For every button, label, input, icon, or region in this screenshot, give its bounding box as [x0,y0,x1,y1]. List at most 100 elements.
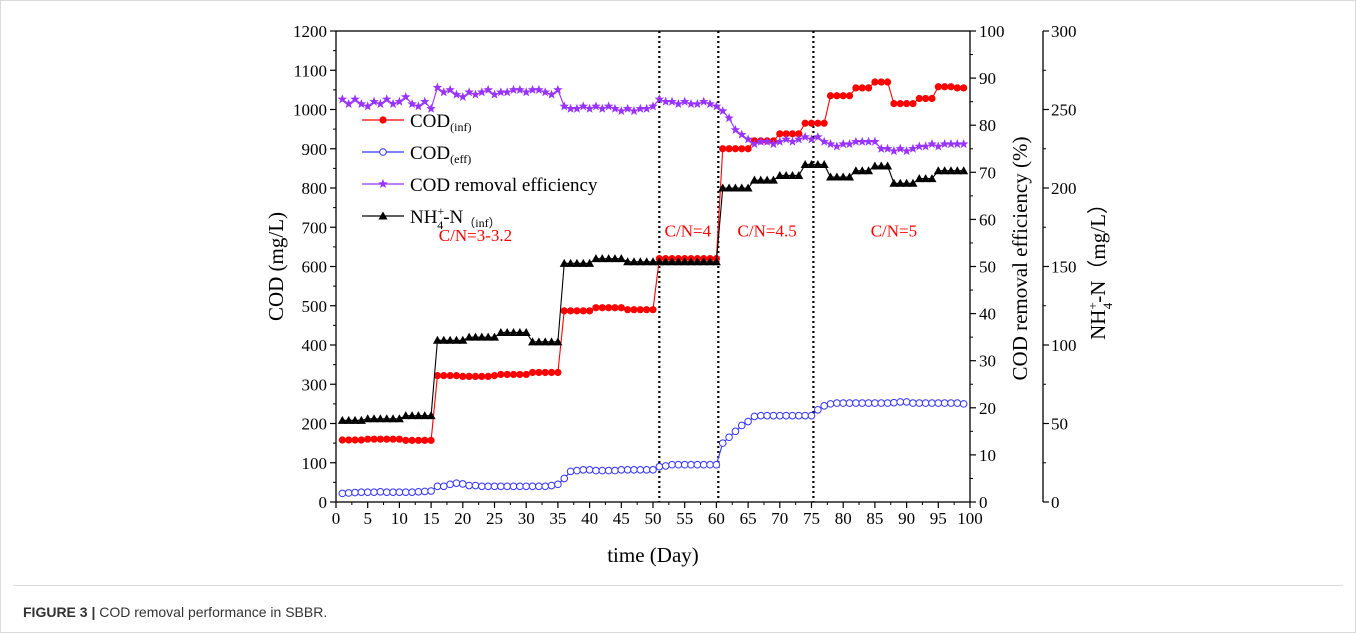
data-point-eff [711,101,722,111]
data-point-cod_eff [687,460,695,469]
data-point-eff [832,141,842,151]
data-point-cod_eff [839,399,848,407]
data-point-cod_inf [554,368,562,377]
data-point-cod_inf [427,436,435,444]
data-point-nh4 [832,172,842,181]
phase-label: C/N=5 [871,222,917,241]
data-point-cod_inf [738,145,746,153]
data-point-nh4 [439,335,449,344]
data-point-cod_eff [623,466,632,474]
data-point-cod_inf [864,84,873,92]
data-point-cod_inf [376,435,384,443]
data-point-cod_eff [725,433,733,442]
data-point-cod_eff [604,466,613,475]
series-nh4 [337,159,969,424]
data-point-cod_eff [401,488,410,496]
data-point-eff [546,89,557,99]
data-point-cod_inf [421,436,429,444]
data-point-eff [787,136,798,146]
data-point-nh4 [876,161,886,170]
data-point-cod_eff [573,466,581,475]
y-left-tick-label: 900 [302,140,328,159]
data-point-nh4 [883,161,893,170]
data-point-eff [616,106,627,116]
data-point-cod_inf [883,78,892,86]
data-point-cod_inf [852,84,860,92]
data-point-cod_eff [344,489,353,497]
data-point-cod_inf [643,306,651,314]
x-tick-label: 75 [803,509,820,528]
data-point-cod_inf [833,92,841,100]
data-point-nh4 [490,332,499,341]
data-point-eff [458,91,468,101]
data-point-nh4 [711,257,721,266]
data-point-cod_eff [363,488,372,496]
data-point-cod_inf [364,435,372,443]
data-point-cod_eff [395,488,404,496]
data-point-eff [775,136,785,146]
series-eff [337,82,969,156]
data-point-cod_eff [820,402,828,410]
x-tick-label: 100 [957,509,983,528]
data-point-cod_eff [744,417,752,426]
legend-label-sub2: （inf） [463,216,500,230]
data-point-cod_inf [630,306,638,314]
y-left-tick-label: 600 [302,258,328,277]
data-point-cod_inf [814,119,822,127]
data-point-cod_eff [864,399,873,407]
data-point-nh4 [870,161,880,170]
data-point-eff [356,99,367,109]
data-point-nh4 [610,254,620,263]
data-point-eff [597,103,608,113]
data-point-nh4 [661,257,671,266]
data-point-cod_inf [522,370,530,379]
data-point-eff [420,96,430,106]
data-point-eff [654,94,665,104]
data-point-cod_eff [655,462,664,471]
data-point-cod_eff [693,460,702,469]
data-point-cod_eff [940,399,949,407]
phase-label: C/N=4.5 [738,222,797,241]
y-right1-tick-label: 50 [979,258,996,277]
y-left-tick-label: 1000 [293,101,327,120]
data-point-cod_eff [763,411,771,420]
data-point-eff [489,89,500,99]
data-point-cod_inf [947,83,955,91]
data-point-eff [477,87,487,97]
data-point-cod_inf [624,306,632,314]
data-point-eff [508,84,519,94]
data-point-nh4 [673,257,683,266]
data-point-cod_inf [807,119,816,127]
data-point-eff [717,106,728,116]
legend-label-cod_eff: COD(eff) [410,143,471,166]
data-point-cod_eff [357,488,366,496]
data-point-eff [851,136,861,146]
x-tick-label: 25 [486,509,503,528]
data-point-nh4 [724,183,734,192]
data-point-cod_inf [579,307,587,315]
data-point-nh4 [914,174,924,183]
data-point-cod_eff [852,399,860,407]
data-point-cod_inf [490,372,499,380]
data-point-eff [743,134,753,144]
data-point-nh4 [692,257,702,266]
data-point-cod_eff [642,466,651,474]
data-point-cod_inf [922,94,930,103]
data-point-cod_inf [877,78,885,86]
data-point-cod_eff [921,399,930,407]
data-point-eff [521,87,531,97]
legend-marker-nh4 [378,211,388,220]
data-point-eff [705,99,715,109]
y-right1-tick-label: 30 [979,352,996,371]
y-right2-tick-label: 250 [1051,101,1077,120]
data-point-eff [825,139,836,149]
data-point-nh4 [477,332,487,341]
x-tick-label: 40 [581,509,598,528]
data-point-eff [857,136,867,146]
data-point-eff [895,143,906,153]
y-left-tick-label: 100 [302,454,328,473]
data-point-cod_inf [839,92,847,100]
data-point-nh4 [407,411,417,420]
data-point-cod_eff [788,411,797,420]
data-point-cod_inf [402,436,410,444]
